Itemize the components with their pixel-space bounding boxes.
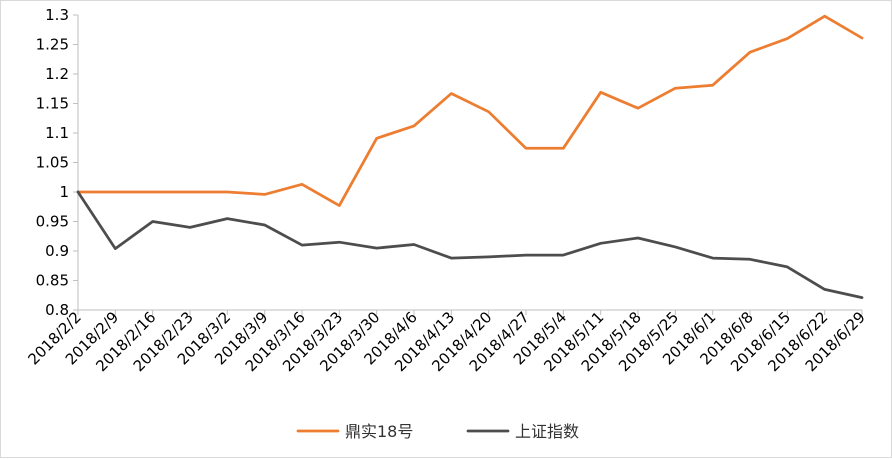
series-line-1 [76,14,864,207]
y-tick-label: 0.8 [45,301,69,319]
legend-label-1: 鼎实18号 [345,422,413,441]
y-tick-label: 0.95 [36,213,69,231]
y-tick-label: 1.1 [45,124,69,142]
legend-label-2: 上证指数 [515,422,579,441]
series-line-2 [76,190,864,299]
y-tick-label: 1.15 [36,95,69,113]
y-tick-label: 1.25 [36,36,69,54]
y-tick-label: 0.85 [36,272,69,290]
y-tick-label: 1.3 [45,6,69,24]
y-tick-label: 1.05 [36,154,69,172]
y-tick-label: 1 [59,183,69,201]
y-tick-label: 0.9 [45,242,69,260]
y-tick-label: 1.2 [45,65,69,83]
